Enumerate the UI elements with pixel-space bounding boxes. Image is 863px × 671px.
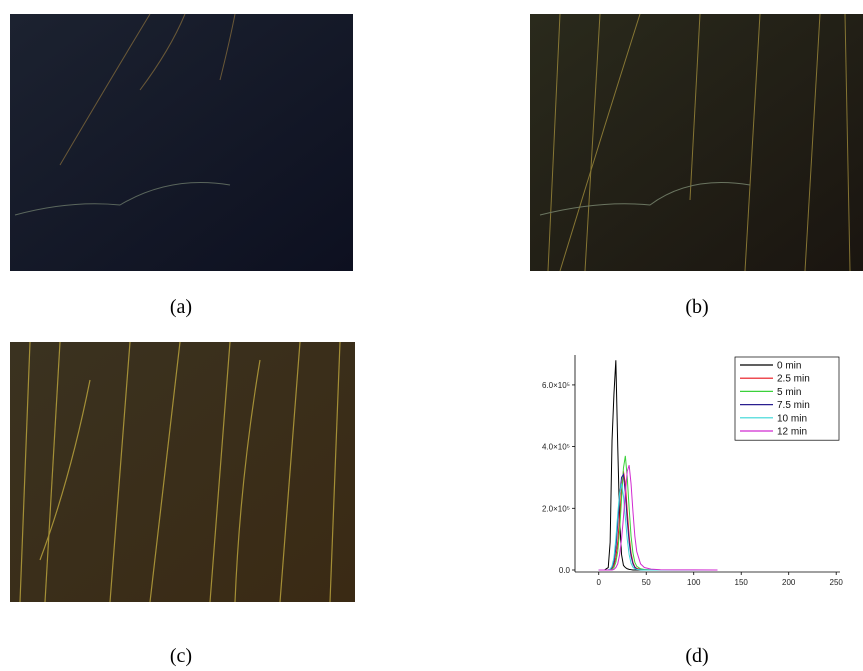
y-tick-label: 2.0×10⁵ <box>542 504 570 513</box>
legend-label: 12 min <box>777 427 807 438</box>
legend-label: 5 min <box>777 387 801 398</box>
y-tick-label: 4.0×10⁵ <box>542 443 570 452</box>
caption: (b) <box>685 296 708 318</box>
x-tick-label: 50 <box>642 578 651 587</box>
legend-label: 2.5 min <box>777 374 810 385</box>
caption: (c) <box>170 645 192 667</box>
photo-a <box>10 13 353 271</box>
y-tick-label: 0.0 <box>559 566 571 575</box>
series-line <box>598 464 718 571</box>
x-tick-label: 250 <box>830 578 844 587</box>
y-tick-label: 6.0×10⁵ <box>542 381 570 390</box>
x-tick-label: 150 <box>735 578 749 587</box>
photo-c <box>10 341 355 603</box>
x-tick-label: 100 <box>687 578 701 587</box>
photo-b <box>530 13 863 272</box>
legend-label: 7.5 min <box>777 400 810 411</box>
caption: (d) <box>685 645 708 667</box>
legend-label: 10 min <box>777 413 807 424</box>
caption: (a) <box>170 296 192 318</box>
series-line <box>598 483 718 571</box>
legend-label: 0 min <box>777 361 801 372</box>
chart: 0.0 2.0×10⁵ 4.0×10⁵ 6.0×10⁵ 0 50 100 150 200 250 0… <box>542 355 843 587</box>
series-line <box>598 471 718 571</box>
legend-box <box>734 356 840 441</box>
x-tick-label: 0 <box>597 578 602 587</box>
x-tick-label: 200 <box>782 578 796 587</box>
